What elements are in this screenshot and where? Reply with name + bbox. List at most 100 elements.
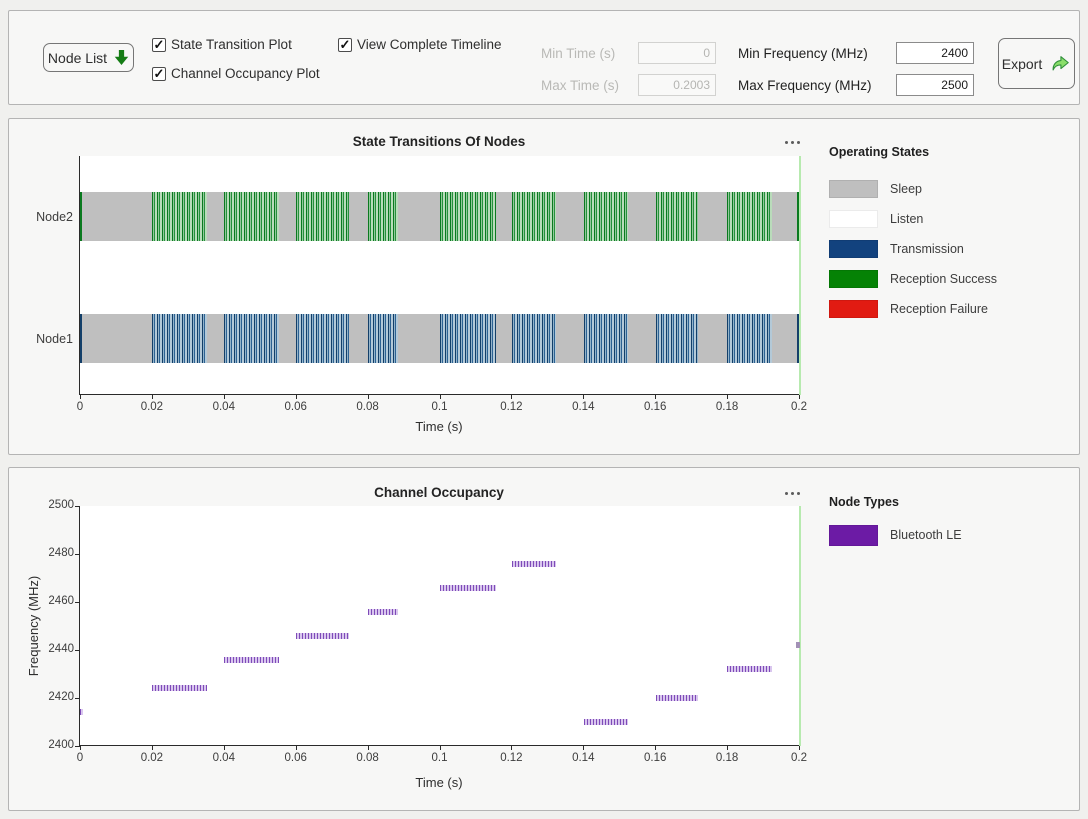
operating-state-item: Sleep <box>829 174 997 204</box>
bluetooth-le-edge-mark <box>796 642 800 649</box>
node-type-item: Bluetooth LE <box>829 520 962 550</box>
x-tick-label: 0.18 <box>715 401 739 413</box>
min-time-input <box>638 42 716 64</box>
bluetooth-le-occupancy-segment <box>655 695 698 701</box>
x-tick-mark <box>799 746 800 750</box>
x-tick-label: 0.08 <box>356 752 379 764</box>
node-types-legend: Bluetooth LE <box>829 520 962 550</box>
x-tick-label: 0.08 <box>356 401 379 413</box>
reception-success-burst <box>296 192 349 241</box>
x-tick-label: 0.2 <box>791 752 807 764</box>
channel-occupancy-panel: Channel Occupancy Frequency (MHz) 0 0.02 0… <box>8 467 1080 811</box>
x-tick-mark <box>583 395 585 399</box>
y-tick-label: 2460 <box>48 595 74 607</box>
axes-toolbar-ellipsis-icon[interactable] <box>779 486 805 500</box>
x-tick-label: 0.12 <box>500 401 523 413</box>
bluetooth-le-occupancy-segment <box>224 656 280 663</box>
node-list-label: Node List <box>47 49 108 66</box>
export-arrow-icon <box>1049 53 1071 75</box>
bluetooth-le-occupancy-segment <box>367 608 399 615</box>
y-tick-label: 2400 <box>48 739 74 751</box>
final-state-mark <box>797 192 799 241</box>
final-state-mark <box>797 314 799 363</box>
legend-label: Sleep <box>890 182 922 196</box>
x-tick-label: 0.14 <box>572 401 595 413</box>
occupancy-plot-ylabel: Frequency (MHz) <box>26 575 41 677</box>
legend-swatch <box>829 300 878 318</box>
legend-swatch <box>829 270 878 288</box>
x-tick-mark <box>727 746 729 750</box>
export-label: Export <box>1001 55 1043 72</box>
legend-label: Reception Failure <box>890 302 988 316</box>
transmission-burst <box>367 314 399 363</box>
initial-state-mark <box>80 192 82 241</box>
checkbox-checked-icon[interactable]: ✓ <box>338 36 352 52</box>
x-tick-label: 0.12 <box>500 752 523 764</box>
timeline-end-marker <box>799 506 801 746</box>
legend-swatch <box>829 524 878 546</box>
transmission-burst <box>727 314 773 363</box>
min-frequency-input[interactable] <box>896 42 974 64</box>
reception-success-burst <box>511 192 556 241</box>
legend-label: Listen <box>890 212 924 226</box>
transmission-burst <box>655 314 698 363</box>
x-tick-label: 0.1 <box>431 401 448 413</box>
x-tick-label: 0.18 <box>715 752 739 764</box>
state-plot-title: State Transitions Of Nodes <box>352 134 526 149</box>
operating-states-legend-title: Operating States <box>829 145 930 159</box>
control-panel: Node List ✓ State Transition Plot ✓ Chan… <box>8 10 1080 105</box>
y-tick-label: 2440 <box>48 643 74 655</box>
checkbox-view-complete-timeline[interactable]: ✓ View Complete Timeline <box>338 37 502 52</box>
x-tick-label: 0.16 <box>643 401 667 413</box>
occupancy-plot-area: 0 0.02 0.04 0.06 0.08 0.1 0.12 0.14 0.16 0.18 0.2 2… <box>48 499 807 764</box>
y-tick-mark <box>75 554 80 555</box>
row-label-node2: Node2 <box>36 210 73 224</box>
bluetooth-le-occupancy-segment <box>511 560 556 567</box>
x-tick-mark <box>80 746 81 750</box>
legend-label: Transmission <box>890 242 964 256</box>
x-tick-mark <box>727 395 729 399</box>
x-tick-mark <box>439 746 441 750</box>
export-button[interactable]: Export <box>998 38 1075 89</box>
x-tick-mark <box>511 395 513 399</box>
transmission-burst <box>296 314 349 363</box>
node-list-button[interactable]: Node List <box>43 43 134 72</box>
x-tick-mark <box>799 395 800 399</box>
max-time-input <box>638 74 716 96</box>
transmission-burst <box>583 314 629 363</box>
occupancy-plot-title: Channel Occupancy <box>374 485 504 500</box>
x-tick-mark <box>655 746 657 750</box>
x-tick-mark <box>151 746 153 750</box>
legend-swatch <box>829 210 878 228</box>
checkbox-checked-icon[interactable]: ✓ <box>152 65 166 81</box>
x-tick-label: 0.1 <box>431 752 448 764</box>
x-tick-label: 0.2 <box>791 401 807 413</box>
transmission-burst <box>511 314 556 363</box>
state-band-node1 <box>80 314 800 363</box>
x-tick-label: 0 <box>76 401 84 413</box>
x-tick-label: 0.06 <box>284 401 307 413</box>
max-frequency-label: Max Frequency (MHz) <box>738 78 872 93</box>
x-tick-mark <box>151 395 153 399</box>
x-tick-label: 0.02 <box>140 401 164 413</box>
bluetooth-le-occupancy-segment <box>152 685 207 692</box>
checkbox-checked-icon[interactable]: ✓ <box>152 36 166 52</box>
max-time-label: Max Time (s) <box>541 78 620 93</box>
y-tick-mark <box>75 746 80 747</box>
dropdown-arrow-icon <box>114 49 129 66</box>
transmission-burst <box>439 314 497 363</box>
x-tick-label: 0.06 <box>284 752 307 764</box>
x-tick-mark <box>295 395 297 399</box>
axes-toolbar-ellipsis-icon[interactable] <box>779 135 805 149</box>
max-frequency-input[interactable] <box>896 74 974 96</box>
checkbox-state-transition-plot[interactable]: ✓ State Transition Plot <box>152 37 292 52</box>
x-tick-mark <box>223 746 225 750</box>
legend-swatch <box>829 180 878 198</box>
x-tick-mark <box>223 395 225 399</box>
checkbox-label: Channel Occupancy Plot <box>171 66 320 81</box>
bluetooth-le-occupancy-segment <box>439 584 497 591</box>
checkbox-channel-occupancy-plot[interactable]: ✓ Channel Occupancy Plot <box>152 66 320 81</box>
operating-state-item: Transmission <box>829 234 997 264</box>
x-tick-label: 0.04 <box>212 401 235 413</box>
occupancy-plot-xlabel: Time (s) <box>415 775 463 790</box>
